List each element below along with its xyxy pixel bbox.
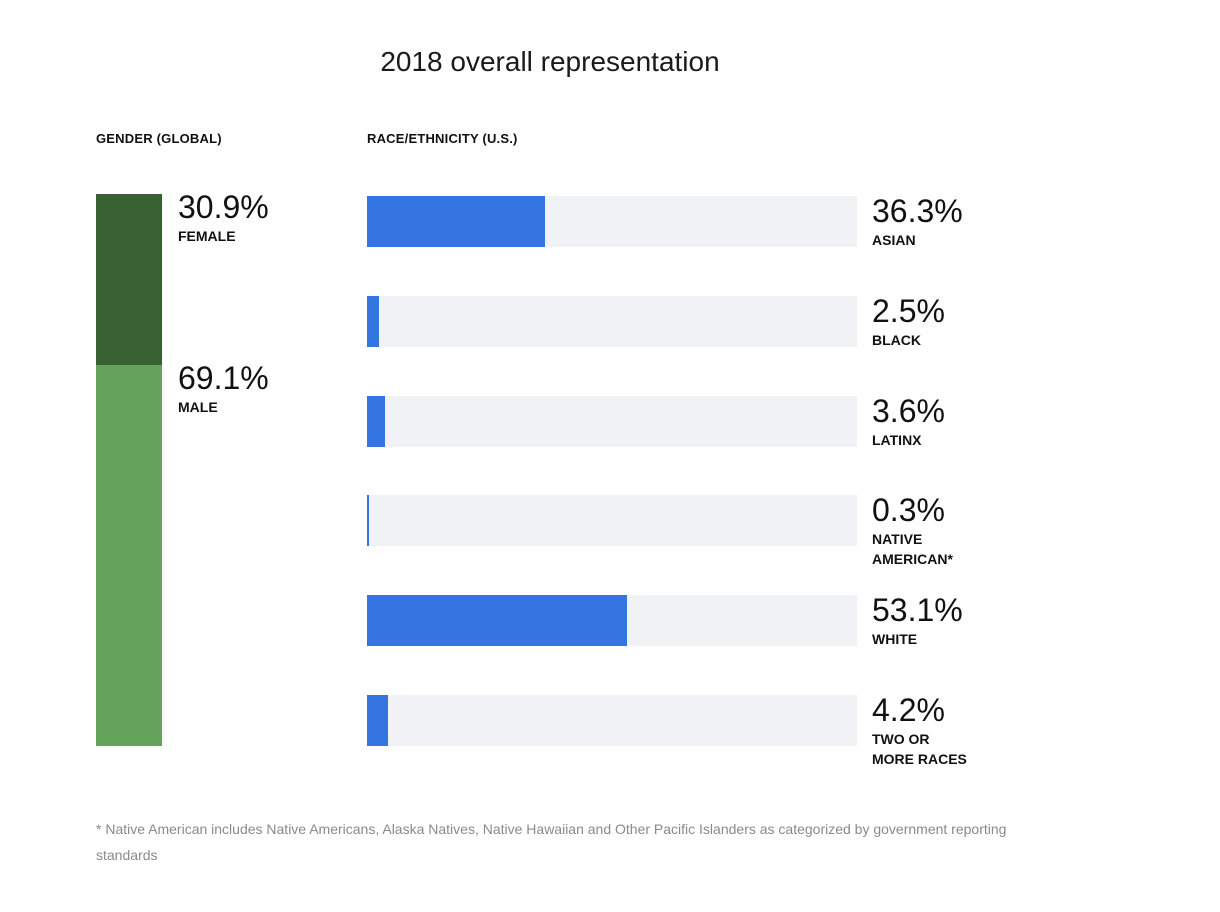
gender-pct: 30.9% xyxy=(178,189,269,225)
gender-label-male: 69.1% MALE xyxy=(178,361,269,417)
race-category: TWO OR MORE RACES xyxy=(872,731,967,767)
gender-bar-male xyxy=(96,364,162,746)
race-label-white: 53.1% WHITE xyxy=(872,593,963,649)
race-bar-fill xyxy=(367,695,388,746)
gender-section-label: GENDER (GLOBAL) xyxy=(96,131,222,146)
race-bar-black xyxy=(367,295,857,347)
race-pct: 0.3% xyxy=(872,492,945,529)
race-bar-fill xyxy=(367,595,628,647)
race-category: WHITE xyxy=(872,631,918,648)
footnote: * Native American includes Native Americ… xyxy=(96,821,1007,863)
race-bar-fill xyxy=(367,495,369,547)
gender-category: FEMALE xyxy=(178,228,236,244)
race-bar-latinx xyxy=(367,395,857,447)
race-label-two-or-more: 4.2% TWO OR MORE RACES xyxy=(872,693,967,769)
race-section-label: RACE/ETHNICITY (U.S.) xyxy=(367,131,518,146)
race-bar-fill xyxy=(367,196,545,247)
race-label-asian: 36.3% ASIAN xyxy=(872,194,963,250)
gender-bar-female xyxy=(96,194,162,365)
race-pct: 2.5% xyxy=(872,292,945,329)
race-bar-fill xyxy=(367,295,380,347)
race-label-native-american: 0.3% NATIVE AMERICAN* xyxy=(872,493,953,569)
race-category: ASIAN xyxy=(872,232,916,248)
race-bar-white xyxy=(367,595,857,647)
race-category: LATINX xyxy=(872,431,922,448)
race-label-latinx: 3.6% LATINX xyxy=(872,394,945,450)
race-bar-fill xyxy=(367,395,385,447)
gender-label-female: 30.9% FEMALE xyxy=(178,190,269,246)
race-category: BLACK xyxy=(872,331,921,348)
race-label-black: 2.5% BLACK xyxy=(872,294,945,350)
race-bar-asian xyxy=(367,196,857,247)
race-category: NATIVE AMERICAN* xyxy=(872,531,953,568)
race-bar-native-american xyxy=(367,495,857,547)
gender-category: MALE xyxy=(178,398,218,415)
race-pct: 3.6% xyxy=(872,392,945,429)
race-bar-two-or-more xyxy=(367,695,857,746)
chart-title: 2018 overall representation xyxy=(380,46,720,77)
gender-pct: 69.1% xyxy=(178,359,269,396)
race-pct: 36.3% xyxy=(872,193,963,229)
race-pct: 4.2% xyxy=(872,692,945,728)
gender-stacked-bar xyxy=(96,194,162,746)
race-pct: 53.1% xyxy=(872,592,963,629)
